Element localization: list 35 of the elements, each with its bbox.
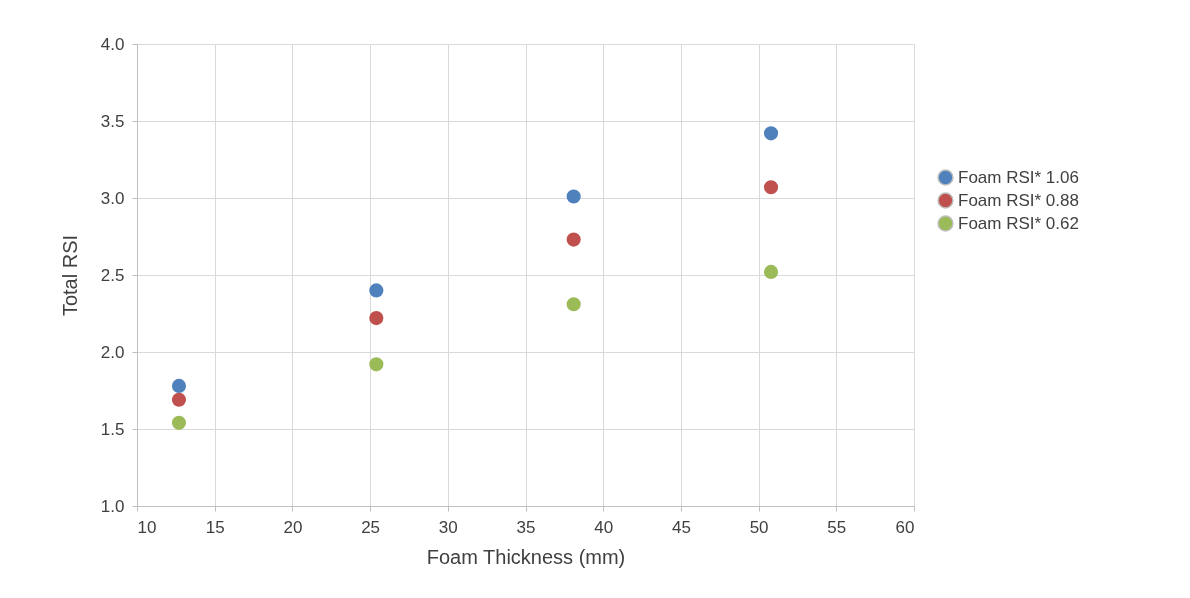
point [369,311,384,326]
point [171,378,187,393]
y-tick-label: 1.5 [100,419,125,439]
y-tick-label: 2.5 [100,265,125,285]
x-tick-label: 60 [895,517,915,537]
point [171,415,187,430]
y-tick-label: 2.0 [100,342,125,362]
legend-label: Foam RSI* 0.62 [958,213,1079,233]
legend-label: Foam RSI* 1.06 [958,167,1079,187]
y-tick-label: 4.0 [100,34,125,54]
y-tick-label: 1.0 [100,496,125,516]
x-tick-label: 40 [594,517,614,537]
point [763,180,779,195]
legend-label: Foam RSI* 0.88 [958,190,1079,210]
point [566,232,581,247]
x-tick-label: 50 [749,517,769,537]
x-tick-label: 20 [283,517,303,537]
y-tick-label: 3.0 [100,188,125,208]
point [369,357,384,372]
x-tick-label: 30 [438,517,458,537]
point [566,297,581,312]
x-tick-label: 25 [361,517,381,537]
point [171,392,187,407]
point [763,126,779,141]
x-tick-label: 45 [671,517,691,537]
point [763,264,779,279]
point [369,283,384,298]
x-axis-title: Foam Thickness (mm) [426,545,626,568]
y-tick-label: 3.5 [100,111,125,131]
y-axis-title: Total RSI [58,234,81,317]
x-tick-label: 15 [205,517,225,537]
x-tick-label: 10 [137,517,157,537]
x-tick-label: 55 [827,517,847,537]
point [566,189,581,204]
x-tick-label: 35 [516,517,536,537]
